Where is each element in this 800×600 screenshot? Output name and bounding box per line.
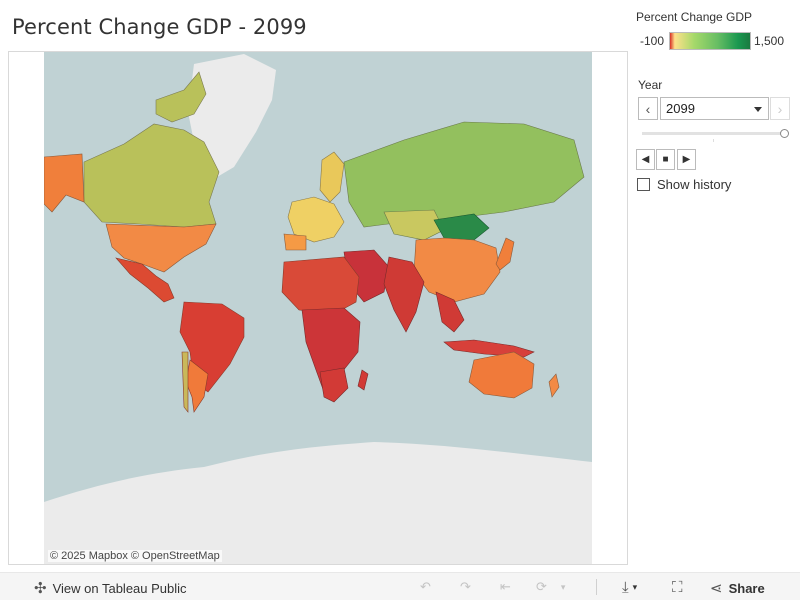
undo-button[interactable]: ↶ [420, 579, 431, 595]
play-backward-button[interactable]: ◀ [636, 149, 655, 170]
toolbar-divider [596, 579, 597, 595]
show-history-label: Show history [657, 177, 732, 192]
refresh-icon: ⟳ [536, 579, 547, 594]
view-on-tableau-label: View on Tableau Public [52, 580, 187, 596]
antarctica [44, 442, 592, 564]
country-mongolia [433, 213, 490, 241]
stop-button[interactable]: ■ [656, 149, 675, 170]
country-kazakhstan [383, 209, 445, 241]
map-canvas[interactable]: © 2025 Mapbox © OpenStreetMap [44, 52, 592, 564]
show-history-checkbox[interactable]: Show history [637, 177, 731, 192]
year-slider-track[interactable] [642, 132, 784, 135]
region-iberia [283, 233, 307, 251]
tableau-logo-icon: ✣ [34, 580, 47, 597]
legend-max-label: 1,500 [754, 34, 785, 48]
share-label: Share [728, 580, 765, 596]
chevron-left-icon: ‹ [645, 100, 651, 117]
chevron-right-icon: › [777, 100, 783, 117]
play-forward-button[interactable]: ▶ [677, 149, 696, 170]
country-new-zealand [548, 373, 560, 398]
refresh-dropdown-icon: ▾ [560, 581, 566, 592]
legend-color-ramp [669, 32, 751, 50]
revert-button[interactable]: ⇤ [500, 579, 511, 595]
chevron-down-icon [754, 107, 762, 112]
redo-button[interactable]: ↷ [460, 579, 471, 595]
legend-title: Percent Change GDP [636, 10, 753, 24]
legend-min-label: -100 [640, 34, 665, 48]
country-japan [495, 237, 515, 271]
dashboard-title: Percent Change GDP - 2099 [12, 15, 307, 39]
country-mexico [115, 257, 175, 303]
country-russia [343, 121, 585, 228]
fullscreen-button[interactable]: ⛶ [672, 579, 683, 596]
year-dropdown-value: 2099 [666, 101, 695, 116]
region-southeast-asia [435, 291, 465, 333]
undo-icon: ↶ [420, 579, 431, 594]
region-scandinavia [319, 151, 345, 203]
country-australia [468, 351, 535, 399]
revert-icon: ⇤ [500, 579, 511, 594]
year-slider-thumb[interactable] [780, 129, 789, 138]
country-usa [105, 223, 217, 273]
redo-icon: ↷ [460, 579, 471, 594]
share-icon: ⋖ [710, 580, 723, 597]
region-south-africa [319, 367, 349, 403]
year-dropdown[interactable]: 2099 [660, 97, 769, 120]
year-prev-button[interactable]: ‹ [638, 97, 658, 120]
year-slider-tick [713, 139, 714, 142]
country-alaska [44, 153, 85, 213]
stop-icon: ■ [662, 154, 669, 165]
country-madagascar [357, 369, 369, 391]
canada-islands [155, 71, 207, 123]
refresh-button[interactable]: ⟳ ▾ [536, 579, 565, 595]
region-north-africa [281, 256, 360, 315]
country-chile [181, 351, 189, 413]
year-next-button[interactable]: › [770, 97, 790, 120]
download-dropdown-icon: ▾ [632, 582, 638, 592]
greenland [188, 54, 276, 180]
play-forward-icon: ▶ [682, 154, 691, 165]
year-filter-label: Year [638, 78, 663, 92]
view-on-tableau-link[interactable]: ✣ View on Tableau Public [34, 579, 187, 597]
download-button[interactable]: ⤓ ▾ [622, 579, 637, 596]
download-icon: ⤓ [622, 579, 629, 596]
checkbox-icon[interactable] [637, 178, 650, 191]
map-attribution[interactable]: © 2025 Mapbox © OpenStreetMap [48, 550, 222, 562]
country-india [383, 256, 425, 333]
fullscreen-icon: ⛶ [672, 579, 683, 596]
region-western-europe [287, 196, 345, 243]
country-canada [83, 123, 220, 228]
bottom-toolbar: ✣ View on Tableau Public ↶ ↷ ⇤ ⟳ ▾ ⤓ ▾ ⛶ ⋖… [0, 572, 800, 600]
map-view[interactable]: © 2025 Mapbox © OpenStreetMap [8, 51, 628, 565]
share-button[interactable]: ⋖ Share [710, 579, 765, 597]
play-backward-icon: ◀ [641, 154, 650, 165]
